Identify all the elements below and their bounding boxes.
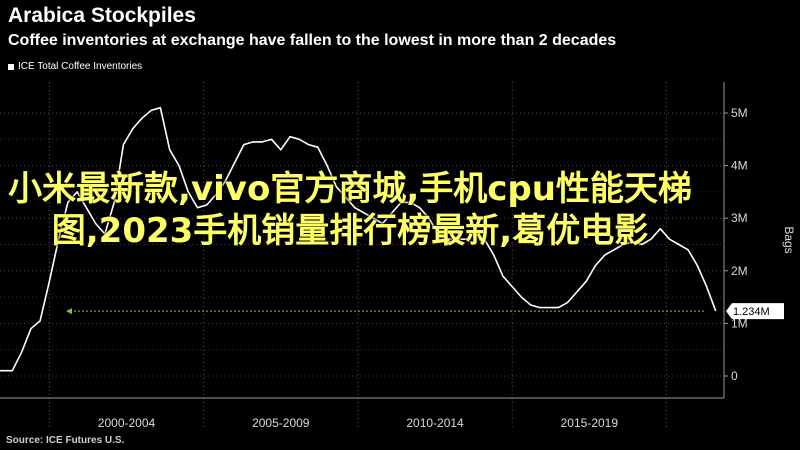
y-tick-label-5: 5M bbox=[731, 106, 748, 120]
x-tick-label-2: 2010-2014 bbox=[406, 416, 464, 430]
y-tick-label-1: 1M bbox=[731, 316, 748, 330]
x-tick-label-3: 2015-2019 bbox=[561, 416, 619, 430]
source-note: Source: ICE Futures U.S. bbox=[6, 435, 125, 446]
y-tick-label-3: 3M bbox=[731, 211, 748, 225]
last-value-label: 1.234M bbox=[733, 306, 770, 318]
y-axis-title: Bags bbox=[782, 226, 796, 253]
x-axis-labels: 2000-2004 2005-2009 2010-2014 2015-2019 bbox=[98, 416, 619, 430]
legend-label: ICE Total Coffee Inventories bbox=[18, 61, 143, 72]
reference-arrow-icon bbox=[66, 308, 72, 315]
last-value-marker: 1.234M bbox=[66, 303, 784, 320]
y-tick-label-4: 4M bbox=[731, 159, 748, 173]
x-tick-label-0: 2000-2004 bbox=[98, 416, 156, 430]
chart-subtitle: Coffee inventories at exchange have fall… bbox=[8, 32, 617, 49]
y-tick-label-0: 0 bbox=[731, 369, 738, 383]
last-value-box bbox=[726, 303, 784, 320]
y-tick-label-2: 2M bbox=[731, 264, 748, 278]
series-line-0 bbox=[0, 106, 717, 372]
x-tick-label-1: 2005-2009 bbox=[252, 416, 310, 430]
series-lines bbox=[0, 106, 717, 372]
y-axis: 0 1M 2M 3M 4M 5M Bags bbox=[723, 82, 796, 398]
x-separators bbox=[0, 82, 724, 428]
legend-swatch bbox=[8, 63, 14, 70]
chart-title: Arabica Stockpiles bbox=[8, 4, 196, 27]
overlay-text: 小米最新款,vivo官方商城,手机cpu性能天梯图,2023手机销量排行榜最新,… bbox=[8, 169, 692, 251]
grid-lines bbox=[0, 112, 722, 377]
legend: ICE Total Coffee Inventories bbox=[8, 61, 142, 72]
